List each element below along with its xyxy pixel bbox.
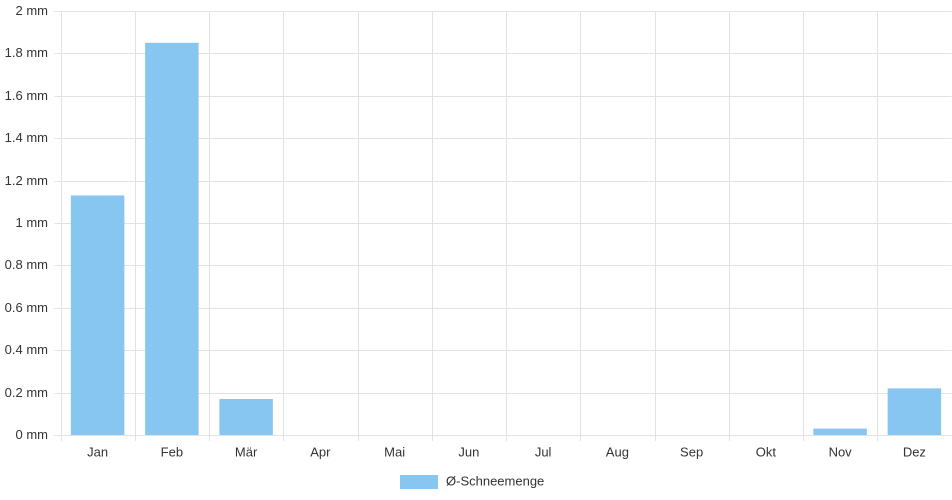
y-tick-label: 0.8 mm (5, 257, 48, 272)
x-tick-label: Mai (384, 444, 405, 459)
y-tick-label: 0.4 mm (5, 342, 48, 357)
bar (70, 195, 125, 435)
bar (145, 42, 199, 436)
x-tick-label: Aug (606, 444, 629, 459)
x-tick-label: Apr (310, 444, 331, 459)
bar (219, 398, 273, 435)
legend-label: Ø-Schneemenge (446, 473, 544, 488)
y-tick-label: 0.6 mm (5, 300, 48, 315)
x-tick-label: Okt (756, 444, 777, 459)
y-tick-label: 0.2 mm (5, 385, 48, 400)
y-tick-label: 1.6 mm (5, 88, 48, 103)
y-tick-label: 1.2 mm (5, 173, 48, 188)
x-tick-label: Jan (87, 444, 108, 459)
y-tick-label: 2 mm (16, 3, 49, 18)
x-tick-label: Sep (680, 444, 703, 459)
bar (887, 388, 942, 435)
y-tick-label: 1.4 mm (5, 130, 48, 145)
bar (813, 428, 867, 435)
x-tick-label: Jun (458, 444, 479, 459)
x-tick-label: Dez (903, 444, 926, 459)
x-tick-label: Mär (235, 444, 258, 459)
y-tick-label: 1.8 mm (5, 45, 48, 60)
x-tick-label: Jul (535, 444, 552, 459)
legend-swatch (400, 475, 438, 489)
x-tick-label: Nov (829, 444, 853, 459)
y-tick-label: 1 mm (16, 215, 49, 230)
x-tick-label: Feb (161, 444, 183, 459)
y-tick-label: 0 mm (16, 427, 49, 442)
